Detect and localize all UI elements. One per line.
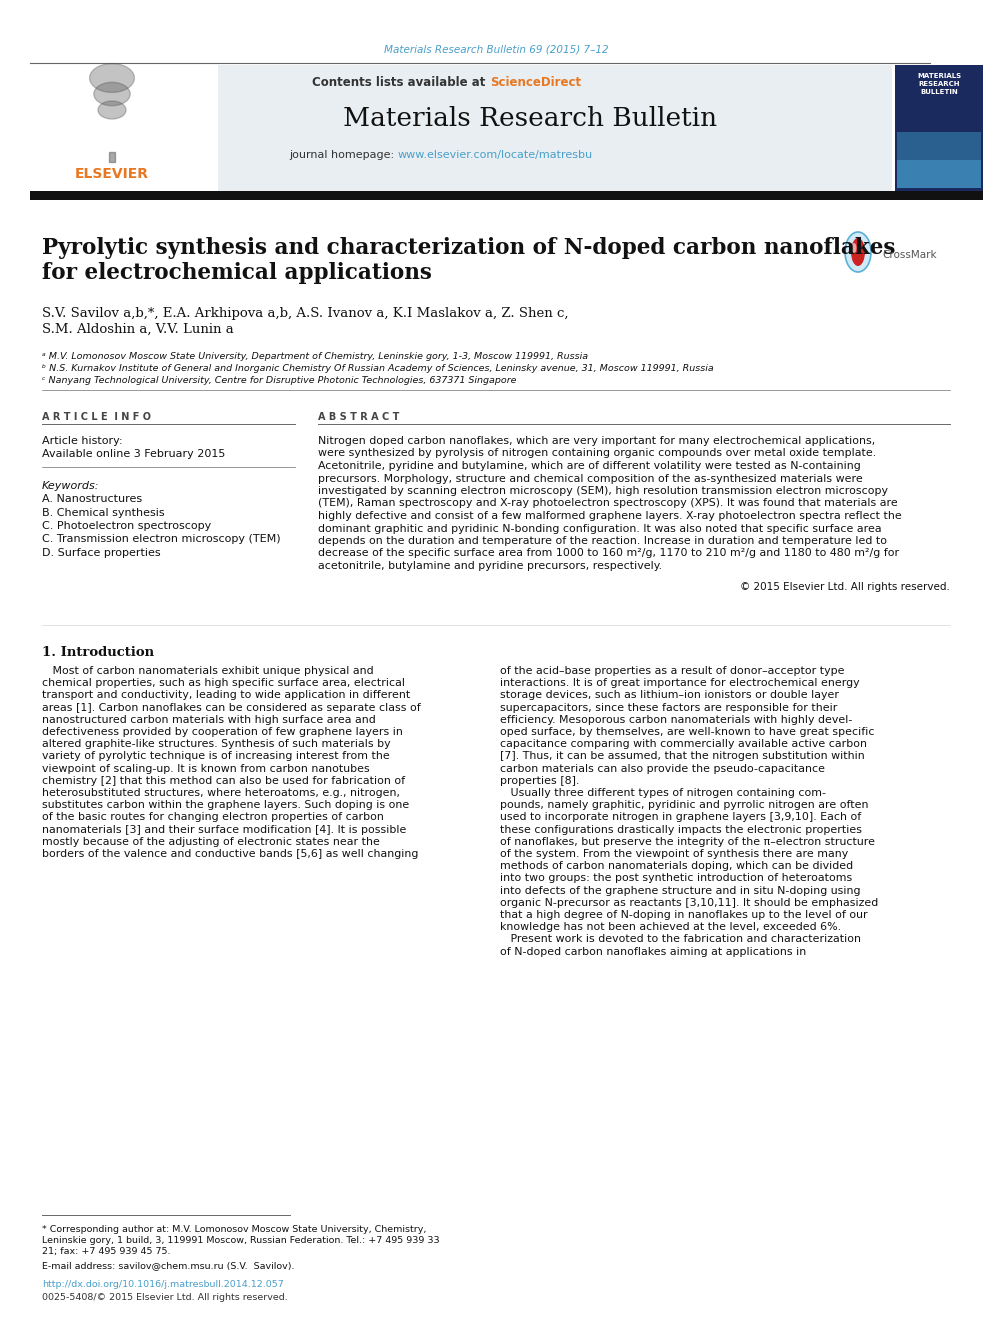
Text: highly defective and consist of a few malformed graphene layers. X-ray photoelec: highly defective and consist of a few ma… [318,511,902,521]
Text: 21; fax: +7 495 939 45 75.: 21; fax: +7 495 939 45 75. [42,1248,171,1256]
Text: © 2015 Elsevier Ltd. All rights reserved.: © 2015 Elsevier Ltd. All rights reserved… [740,582,950,591]
Text: E-mail address: savilov@chem.msu.ru (S.V.  Savilov).: E-mail address: savilov@chem.msu.ru (S.V… [42,1261,295,1270]
Text: D. Surface properties: D. Surface properties [42,548,161,558]
Text: C. Transmission electron microscopy (TEM): C. Transmission electron microscopy (TEM… [42,534,281,545]
Text: (TEM), Raman spectroscopy and X-ray photoelectron spectroscopy (XPS). It was fou: (TEM), Raman spectroscopy and X-ray phot… [318,499,898,508]
Text: nanomaterials [3] and their surface modification [4]. It is possible: nanomaterials [3] and their surface modi… [42,824,407,835]
Text: capacitance comparing with commercially available active carbon: capacitance comparing with commercially … [500,740,867,749]
Text: C. Photoelectron spectroscopy: C. Photoelectron spectroscopy [42,521,211,531]
Polygon shape [94,82,130,106]
Text: Available online 3 February 2015: Available online 3 February 2015 [42,448,225,459]
Text: S.M. Aldoshin a, V.V. Lunin a: S.M. Aldoshin a, V.V. Lunin a [42,323,234,336]
Ellipse shape [845,232,871,273]
Text: A R T I C L E  I N F O: A R T I C L E I N F O [42,411,151,422]
FancyBboxPatch shape [30,191,983,200]
Text: into two groups: the post synthetic introduction of heteroatoms: into two groups: the post synthetic intr… [500,873,852,884]
Text: chemical properties, such as high specific surface area, electrical: chemical properties, such as high specif… [42,679,405,688]
Text: knowledge has not been achieved at the level, exceeded 6%.: knowledge has not been achieved at the l… [500,922,841,933]
Text: of the system. From the viewpoint of synthesis there are many: of the system. From the viewpoint of syn… [500,849,848,859]
Text: of the basic routes for changing electron properties of carbon: of the basic routes for changing electro… [42,812,384,823]
Text: ScienceDirect: ScienceDirect [490,75,581,89]
Text: decrease of the specific surface area from 1000 to 160 m²/g, 1170 to 210 m²/g an: decrease of the specific surface area fr… [318,549,899,558]
Text: B. Chemical synthesis: B. Chemical synthesis [42,508,165,517]
Ellipse shape [851,238,865,266]
FancyBboxPatch shape [897,132,981,188]
Text: borders of the valence and conductive bands [5,6] as well changing: borders of the valence and conductive ba… [42,849,419,859]
Text: Acetonitrile, pyridine and butylamine, which are of different volatility were te: Acetonitrile, pyridine and butylamine, w… [318,460,861,471]
Text: A. Nanostructures: A. Nanostructures [42,493,142,504]
Text: Article history:: Article history: [42,437,123,446]
Text: Nitrogen doped carbon nanoflakes, which are very important for many electrochemi: Nitrogen doped carbon nanoflakes, which … [318,437,875,446]
Text: Keywords:: Keywords: [42,482,99,491]
Text: altered graphite-like structures. Synthesis of such materials by: altered graphite-like structures. Synthe… [42,740,391,749]
Polygon shape [89,64,134,93]
Text: * Corresponding author at: M.V. Lomonosov Moscow State University, Chemistry,: * Corresponding author at: M.V. Lomonoso… [42,1225,427,1234]
Text: www.elsevier.com/locate/matresbu: www.elsevier.com/locate/matresbu [398,149,593,160]
Text: of the acid–base properties as a result of donor–acceptor type: of the acid–base properties as a result … [500,665,844,676]
Text: variety of pyrolytic technique is of increasing interest from the: variety of pyrolytic technique is of inc… [42,751,390,762]
Text: Materials Research Bulletin 69 (2015) 7–12: Materials Research Bulletin 69 (2015) 7–… [384,45,608,56]
FancyBboxPatch shape [30,65,892,192]
Text: ELSEVIER: ELSEVIER [75,167,149,181]
FancyBboxPatch shape [30,65,218,192]
Text: mostly because of the adjusting of electronic states near the: mostly because of the adjusting of elect… [42,837,380,847]
Text: heterosubstituted structures, where heteroatoms, e.g., nitrogen,: heterosubstituted structures, where hete… [42,789,400,798]
Text: into defects of the graphene structure and in situ N-doping using: into defects of the graphene structure a… [500,885,860,896]
Text: of N-doped carbon nanoflakes aiming at applications in: of N-doped carbon nanoflakes aiming at a… [500,946,806,957]
Text: CrossMark: CrossMark [882,250,936,261]
Text: these configurations drastically impacts the electronic properties: these configurations drastically impacts… [500,824,862,835]
Text: Leninskie gory, 1 build, 3, 119991 Moscow, Russian Federation. Tel.: +7 495 939 : Leninskie gory, 1 build, 3, 119991 Mosco… [42,1236,439,1245]
Text: nanostructured carbon materials with high surface area and: nanostructured carbon materials with hig… [42,714,376,725]
Text: A B S T R A C T: A B S T R A C T [318,411,400,422]
Text: substitutes carbon within the graphene layers. Such doping is one: substitutes carbon within the graphene l… [42,800,410,810]
Text: Most of carbon nanomaterials exhibit unique physical and: Most of carbon nanomaterials exhibit uni… [42,665,374,676]
Text: Usually three different types of nitrogen containing com-: Usually three different types of nitroge… [500,789,826,798]
Text: MATERIALS
RESEARCH
BULLETIN: MATERIALS RESEARCH BULLETIN [917,73,961,95]
Text: properties [8].: properties [8]. [500,775,579,786]
Text: depends on the duration and temperature of the reaction. Increase in duration an: depends on the duration and temperature … [318,536,887,546]
Text: S.V. Savilov a,b,*, E.A. Arkhipova a,b, A.S. Ivanov a, K.I Maslakov a, Z. Shen c: S.V. Savilov a,b,*, E.A. Arkhipova a,b, … [42,307,568,320]
Text: storage devices, such as lithium–ion ionistors or double layer: storage devices, such as lithium–ion ion… [500,691,839,700]
Text: 1. Introduction: 1. Introduction [42,646,154,659]
Text: efficiency. Mesoporous carbon nanomaterials with highly devel-: efficiency. Mesoporous carbon nanomateri… [500,714,852,725]
Text: supercapacitors, since these factors are responsible for their: supercapacitors, since these factors are… [500,703,837,713]
Text: ᵃ M.V. Lomonosov Moscow State University, Department of Chemistry, Leninskie gor: ᵃ M.V. Lomonosov Moscow State University… [42,352,588,361]
FancyBboxPatch shape [895,65,983,192]
Text: that a high degree of N-doping in nanoflakes up to the level of our: that a high degree of N-doping in nanofl… [500,910,868,919]
Text: http://dx.doi.org/10.1016/j.matresbull.2014.12.057: http://dx.doi.org/10.1016/j.matresbull.2… [42,1279,284,1289]
Text: pounds, namely graphitic, pyridinic and pyrrolic nitrogen are often: pounds, namely graphitic, pyridinic and … [500,800,869,810]
Polygon shape [98,101,126,119]
Text: interactions. It is of great importance for electrochemical energy: interactions. It is of great importance … [500,679,860,688]
Text: chemistry [2] that this method can also be used for fabrication of: chemistry [2] that this method can also … [42,775,405,786]
Text: precursors. Morphology, structure and chemical composition of the as-synthesized: precursors. Morphology, structure and ch… [318,474,863,483]
Text: defectiveness provided by cooperation of few graphene layers in: defectiveness provided by cooperation of… [42,728,403,737]
Text: carbon materials can also provide the pseudo-capacitance: carbon materials can also provide the ps… [500,763,825,774]
Text: were synthesized by pyrolysis of nitrogen containing organic compounds over meta: were synthesized by pyrolysis of nitroge… [318,448,876,459]
Text: [7]. Thus, it can be assumed, that the nitrogen substitution within: [7]. Thus, it can be assumed, that the n… [500,751,865,762]
Text: transport and conductivity, leading to wide application in different: transport and conductivity, leading to w… [42,691,411,700]
Text: investigated by scanning electron microscopy (SEM), high resolution transmission: investigated by scanning electron micros… [318,486,888,496]
FancyBboxPatch shape [897,160,981,188]
Text: organic N-precursor as reactants [3,10,11]. It should be emphasized: organic N-precursor as reactants [3,10,1… [500,898,878,908]
Text: journal homepage:: journal homepage: [290,149,398,160]
Text: Present work is devoted to the fabrication and characterization: Present work is devoted to the fabricati… [500,934,861,945]
Text: acetonitrile, butylamine and pyridine precursors, respectively.: acetonitrile, butylamine and pyridine pr… [318,561,662,572]
Text: used to incorporate nitrogen in graphene layers [3,9,10]. Each of: used to incorporate nitrogen in graphene… [500,812,861,823]
Polygon shape [109,152,115,161]
Text: Pyrolytic synthesis and characterization of N-doped carbon nanoflakes: Pyrolytic synthesis and characterization… [42,237,896,259]
Text: methods of carbon nanomaterials doping, which can be divided: methods of carbon nanomaterials doping, … [500,861,853,872]
Text: 0025-5408/© 2015 Elsevier Ltd. All rights reserved.: 0025-5408/© 2015 Elsevier Ltd. All right… [42,1293,288,1302]
Text: Contents lists available at: Contents lists available at [312,75,490,89]
Ellipse shape [851,243,856,253]
Text: ᶜ Nanyang Technological University, Centre for Disruptive Photonic Technologies,: ᶜ Nanyang Technological University, Cent… [42,376,517,385]
Text: viewpoint of scaling-up. It is known from carbon nanotubes: viewpoint of scaling-up. It is known fro… [42,763,370,774]
Text: dominant graphitic and pyridinic N-bonding configuration. It was also noted that: dominant graphitic and pyridinic N-bondi… [318,524,882,533]
Text: oped surface, by themselves, are well-known to have great specific: oped surface, by themselves, are well-kn… [500,728,875,737]
Text: for electrochemical applications: for electrochemical applications [42,262,432,284]
Text: Materials Research Bulletin: Materials Research Bulletin [343,106,717,131]
Text: of nanoflakes, but preserve the integrity of the π–electron structure: of nanoflakes, but preserve the integrit… [500,837,875,847]
Text: ᵇ N.S. Kurnakov Institute of General and Inorganic Chemistry Of Russian Academy : ᵇ N.S. Kurnakov Institute of General and… [42,364,714,373]
Text: areas [1]. Carbon nanoflakes can be considered as separate class of: areas [1]. Carbon nanoflakes can be cons… [42,703,421,713]
